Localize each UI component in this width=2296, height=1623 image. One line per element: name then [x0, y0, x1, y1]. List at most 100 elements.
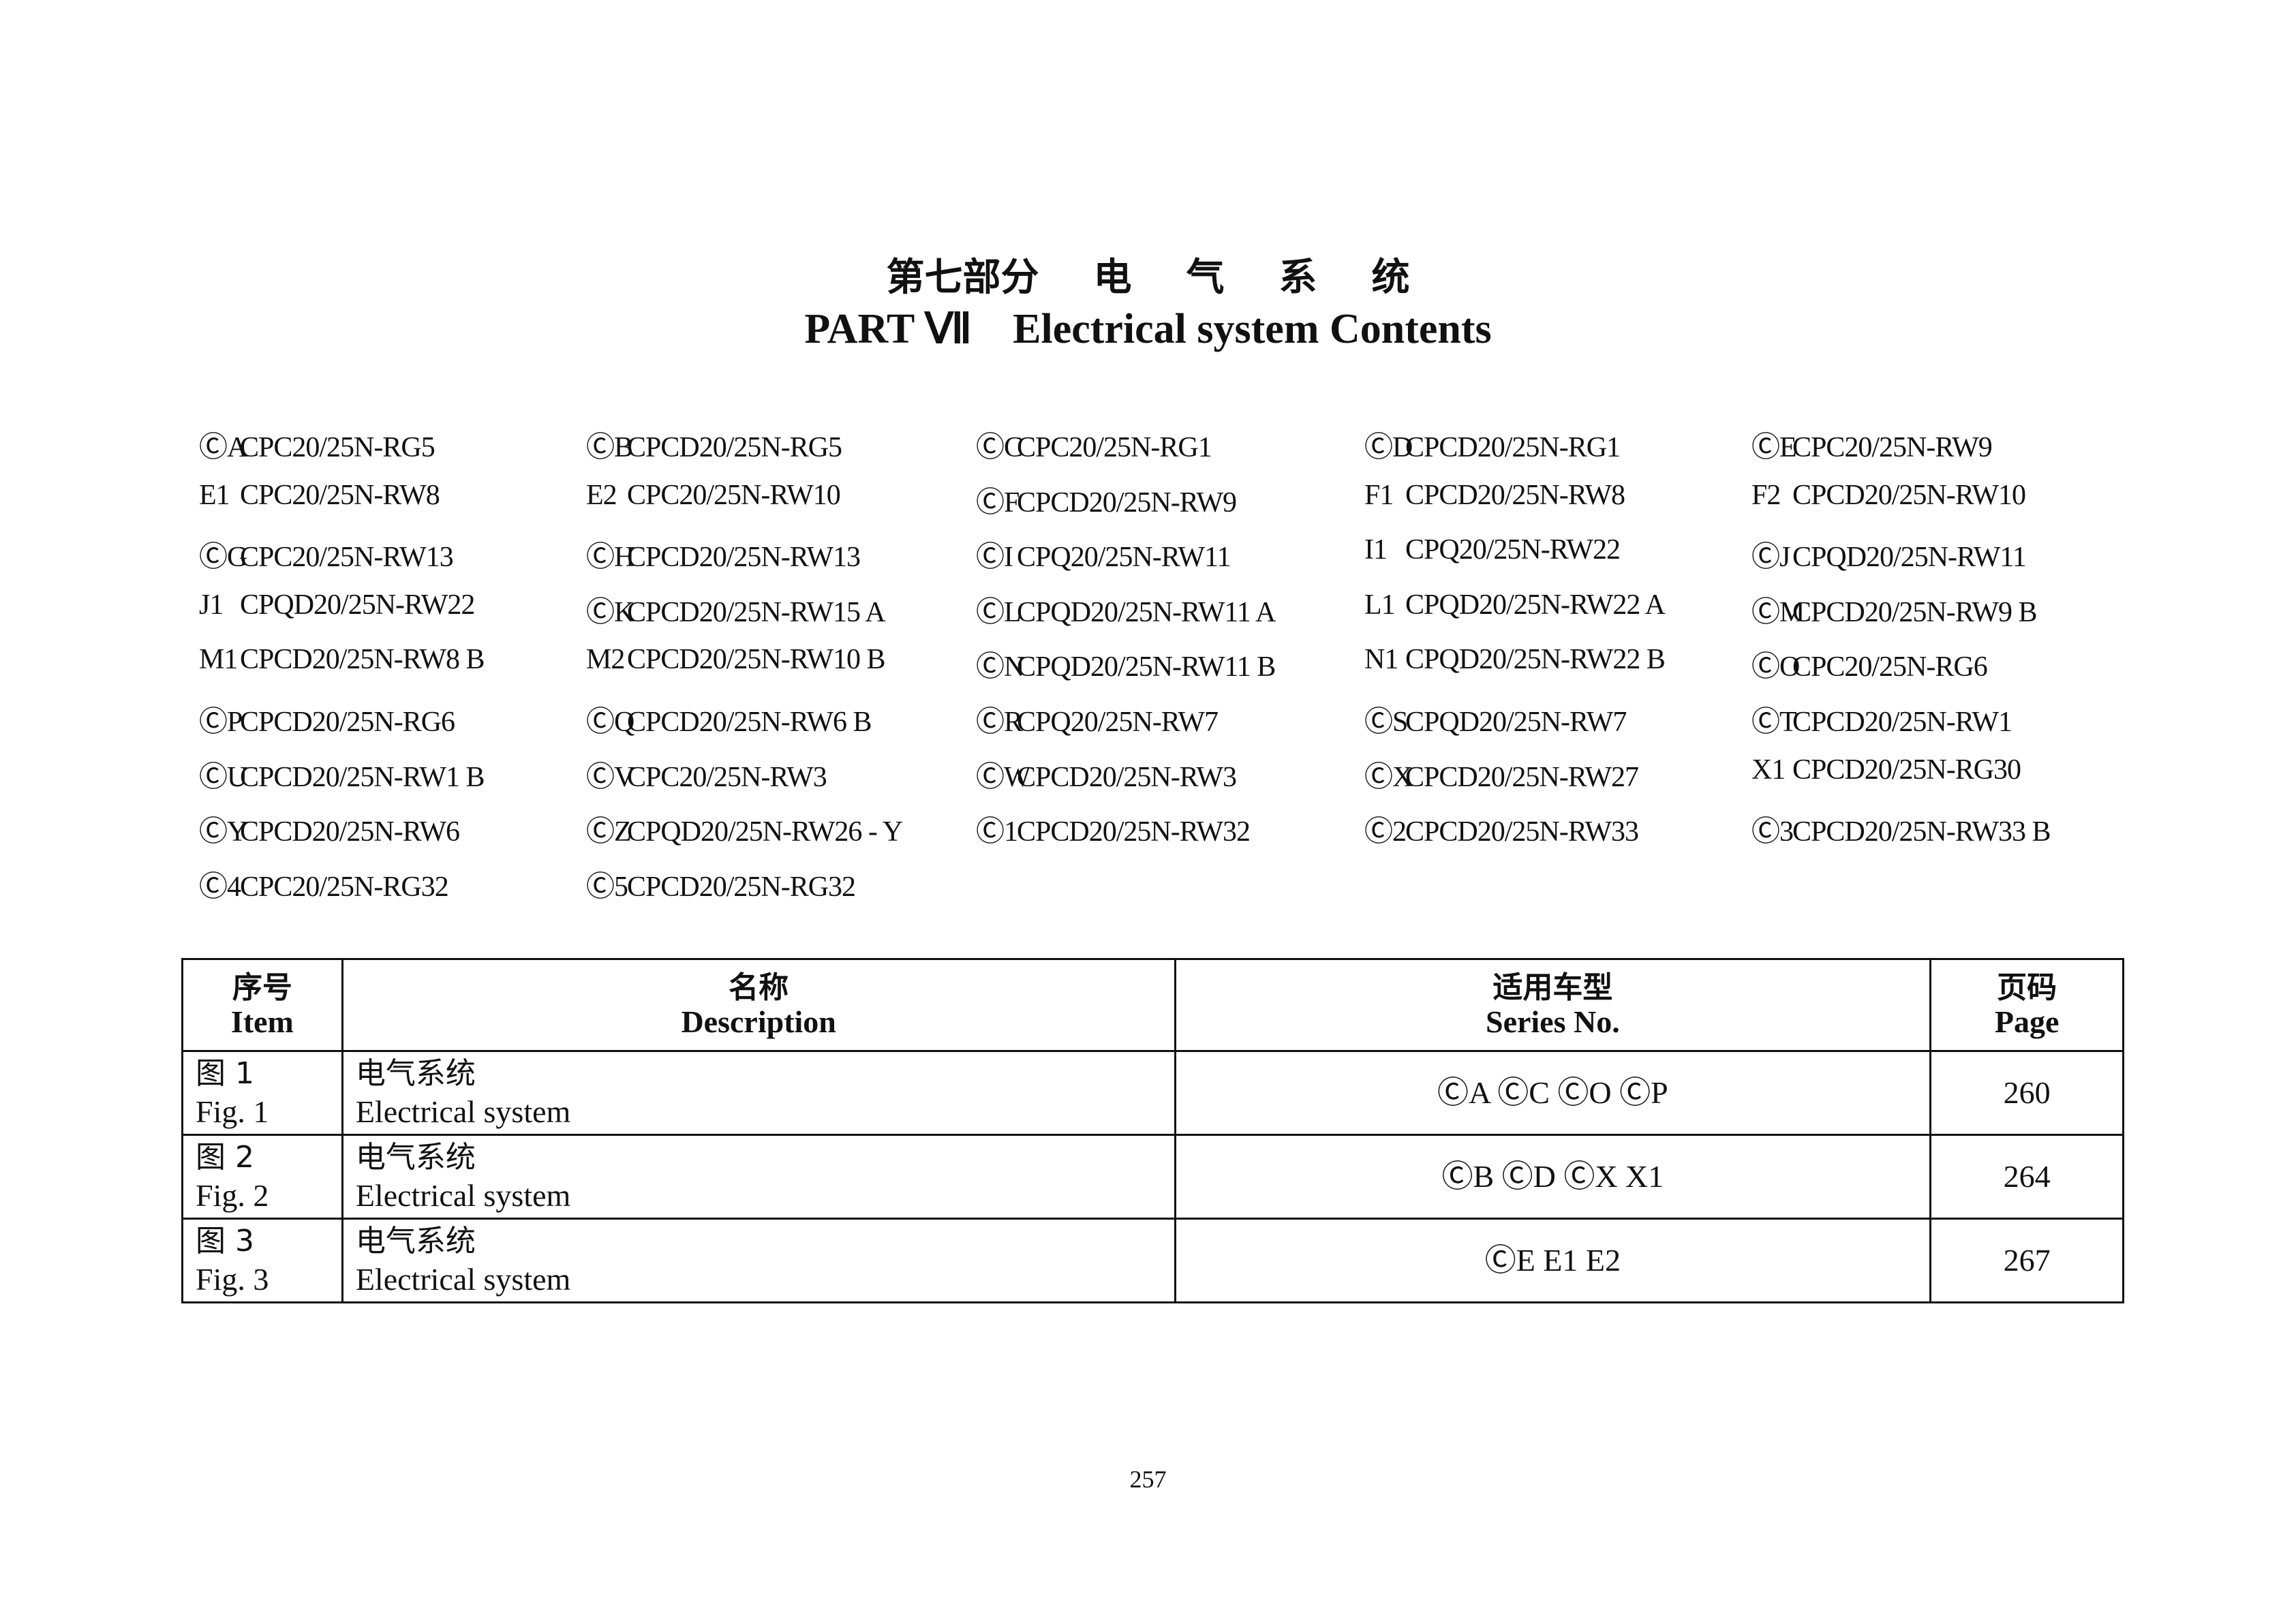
model-list-item: ⒸFCPCD20/25N-RW9	[976, 479, 1237, 521]
model-name: CPCD20/25N-RW10	[1792, 479, 2026, 511]
model-list-item: Ⓒ3CPCD20/25N-RW33 B	[1751, 808, 2051, 850]
model-marker: ⒸE	[1751, 432, 1797, 463]
model-marker: ⒸQ	[586, 707, 634, 738]
model-name: CPCD20/25N-RG6	[240, 707, 455, 738]
model-marker: ⒸJ	[1751, 542, 1790, 574]
title-english: PART Ⅶ Electrical system Contents	[0, 303, 2296, 354]
model-marker: Ⓒ4	[199, 871, 241, 903]
description-cell: 电气系统 Electrical system	[341, 1050, 1176, 1136]
header-page: 页码 Page	[1929, 958, 2124, 1052]
title-char: 电	[1093, 256, 1132, 300]
model-name: CPQD20/25N-RW11 A	[1017, 596, 1276, 628]
model-marker: ⒸA	[199, 432, 247, 463]
model-marker: ⒸK	[586, 596, 634, 628]
item-cell: 图 1 Fig. 1	[181, 1050, 343, 1136]
model-marker: J1	[199, 589, 224, 621]
model-marker: Ⓒ3	[1751, 816, 1794, 848]
series-cell: ⒸE E1 E2	[1174, 1218, 1932, 1303]
model-name: CPCD20/25N-RW9 B	[1792, 596, 2038, 628]
model-marker: N1	[1364, 644, 1398, 676]
model-marker: ⒸO	[1751, 651, 1800, 683]
model-name: CPCD20/25N-RW3	[1017, 761, 1237, 793]
model-marker: L1	[1364, 589, 1396, 621]
model-name: CPQD20/25N-RW7	[1405, 707, 1627, 738]
model-list-item: ⒸGCPC20/25N-RW13	[199, 534, 454, 575]
model-list-item: ⒸYCPCD20/25N-RW6	[199, 808, 460, 850]
model-name: CPQ20/25N-RW11	[1017, 542, 1231, 574]
model-marker: ⒸS	[1364, 707, 1408, 738]
model-name: CPCD20/25N-RW8 B	[240, 644, 485, 676]
model-list-item: ⒸHCPCD20/25N-RW13	[586, 534, 861, 575]
item-cell: 图 2 Fig. 2	[181, 1134, 343, 1220]
model-list-item: Ⓒ4CPC20/25N-RG32	[199, 863, 449, 905]
model-marker: ⒸY	[199, 816, 247, 848]
model-name: CPCD20/25N-RW15 A	[627, 596, 886, 628]
model-marker: ⒸU	[199, 761, 247, 793]
model-name: CPCD20/25N-RW9	[1017, 486, 1237, 519]
model-list-item: ⒸJCPQD20/25N-RW11	[1751, 534, 2027, 575]
model-list-item: L1 CPQD20/25N-RW22 A	[1364, 589, 1666, 621]
page-cell[interactable]: 264	[1929, 1134, 2124, 1220]
model-marker: ⒸC	[976, 432, 1023, 463]
model-name: CPC20/25N-RG32	[240, 871, 449, 903]
model-list-item: ⒸMCPCD20/25N-RW9 B	[1751, 589, 2038, 630]
model-name: CPC20/25N-RW3	[627, 761, 827, 793]
model-list-item: ⒸDCPCD20/25N-RG1	[1364, 424, 1621, 465]
model-name: CPCD20/25N-RW6	[240, 816, 460, 848]
title-char: 系	[1279, 256, 1317, 300]
part-label-cn: 第七部分	[886, 256, 1039, 300]
model-name: CPC20/25N-RW9	[1792, 432, 1993, 463]
model-marker: ⒸB	[586, 432, 633, 463]
table-row: 图 1 Fig. 1 电气系统 Electrical system ⒸA ⒸC ⒸO…	[181, 1050, 2124, 1136]
model-name: CPCD20/25N-RG32	[627, 871, 856, 903]
model-marker: ⒸP	[199, 707, 243, 738]
model-name: CPCD20/25N-RW33 B	[1792, 816, 2051, 848]
series-cell: ⒸB ⒸD ⒸX X1	[1174, 1134, 1932, 1220]
contents-table: 序号 Item 名称 Description 适用车型 Series No. 页码 Pa…	[181, 958, 2124, 1303]
part-label-en: PART Ⅶ	[804, 306, 973, 352]
title-char: 气	[1186, 256, 1225, 300]
model-name: CPQD20/25N-RW26 - Y	[627, 816, 903, 848]
model-name: CPQD20/25N-RW11	[1792, 542, 2027, 574]
title-chinese: 第七部分 电 气 系 统	[0, 247, 2296, 302]
model-list-item: F2 CPCD20/25N-RW10	[1751, 479, 2026, 512]
model-list-item: ⒸCCPC20/25N-RG1	[976, 424, 1212, 465]
model-list-item: F1 CPCD20/25N-RW8	[1364, 479, 1625, 512]
model-name: CPQD20/25N-RW11 B	[1017, 651, 1276, 683]
model-list-item: ⒸI CPQ20/25N-RW11	[976, 534, 1231, 575]
model-list-item: ⒸUCPCD20/25N-RW1 B	[199, 754, 485, 795]
model-marker: Ⓒ5	[586, 871, 628, 903]
model-name: CPQ20/25N-RW7	[1017, 707, 1219, 738]
model-marker: ⒸW	[976, 761, 1031, 793]
title-char: 统	[1371, 256, 1410, 300]
model-marker: ⒸD	[1364, 432, 1413, 463]
model-name: CPC20/25N-RW10	[627, 479, 841, 511]
model-list-item: Ⓒ5CPCD20/25N-RG32	[586, 863, 856, 905]
model-marker: F1	[1364, 479, 1394, 511]
model-marker: ⒸM	[1751, 596, 1805, 628]
model-marker: E2	[586, 479, 617, 511]
model-list-item: M1CPCD20/25N-RW8 B	[199, 643, 485, 676]
model-list-item: ⒸVCPC20/25N-RW3	[586, 754, 827, 795]
model-marker: ⒸI	[976, 542, 1013, 574]
table-row: 图 2 Fig. 2 电气系统 Electrical system ⒸB ⒸD ⒸX…	[181, 1134, 2124, 1220]
model-name: CPCD20/25N-RW10 B	[627, 644, 886, 676]
model-name: CPCD20/25N-RW13	[627, 542, 861, 574]
model-marker: F2	[1751, 479, 1781, 511]
model-list-item: J1 CPQD20/25N-RW22	[199, 589, 475, 621]
model-marker: M1	[199, 644, 238, 676]
page-cell[interactable]: 260	[1929, 1050, 2124, 1136]
description-cell: 电气系统 Electrical system	[341, 1218, 1176, 1303]
model-marker: ⒸN	[976, 651, 1024, 683]
model-name: CPCD20/25N-RW8	[1405, 479, 1625, 511]
model-list-item: Ⓒ2CPCD20/25N-RW33	[1364, 808, 1639, 850]
item-cell: 图 3 Fig. 3	[181, 1218, 343, 1303]
model-name: CPC20/25N-RW13	[240, 542, 454, 574]
model-list-item: I1 CPQ20/25N-RW22	[1364, 534, 1621, 566]
model-name: CPC20/25N-RG1	[1017, 432, 1212, 463]
model-name: CPC20/25N-RG5	[240, 432, 435, 463]
model-list-item: ⒸZCPQD20/25N-RW26 - Y	[586, 808, 903, 850]
model-list-item: ⒸOCPC20/25N-RG6	[1751, 643, 1988, 685]
page-cell[interactable]: 267	[1929, 1218, 2124, 1303]
model-name: CPCD20/25N-RG30	[1792, 754, 2021, 786]
